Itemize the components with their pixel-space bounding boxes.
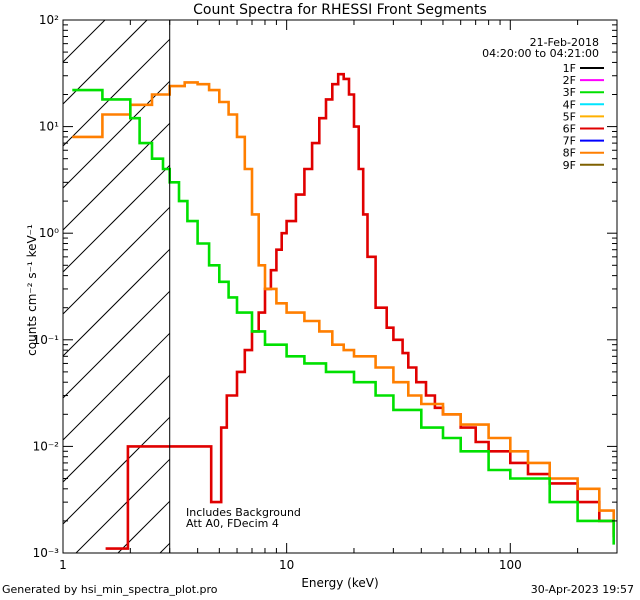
y-tick-label: 10⁻² (33, 439, 60, 453)
x-tick-label: 100 (499, 558, 522, 572)
x-axis-label: Energy (keV) (301, 576, 378, 590)
legend-label: 8F (563, 147, 576, 160)
hatch-line (159, 542, 171, 554)
y-tick-label: 10⁰ (39, 226, 59, 240)
legend-label: 2F (563, 74, 576, 87)
observation-time-range: 04:20:00 to 04:21:00 (482, 47, 599, 60)
legend-label: 4F (563, 98, 576, 111)
hatch-line (62, 206, 171, 315)
y-axis-label: counts cm⁻² s⁻¹ keV⁻¹ (25, 224, 39, 356)
hatch-line (62, 248, 171, 357)
hatch-line (62, 332, 171, 441)
series-8F-line (72, 81, 615, 535)
y-tick-label: 10⁻³ (33, 546, 60, 560)
footer-timestamp: 30-Apr-2023 19:57 (530, 583, 634, 596)
series-3F-line (72, 88, 615, 545)
series-layer (72, 72, 615, 550)
legend-label: 3F (563, 86, 576, 99)
chart-title: Count Spectra for RHESSI Front Segments (193, 2, 487, 18)
y-tick-label: 10⁻¹ (33, 333, 60, 347)
axis-tick-labels: 1 10 100 10⁻³ 10⁻² 10⁻¹ 10⁰ 10¹ 10² (33, 13, 522, 572)
hatch-line (62, 80, 171, 189)
footer-generated-by: Generated by hsi_min_spectra_plot.pro (2, 583, 218, 596)
x-tick-label: 10 (279, 558, 294, 572)
legend-label: 5F (563, 110, 576, 123)
hatch-line (75, 458, 171, 554)
legend-label: 1F (563, 62, 576, 75)
hatch-line (62, 122, 171, 231)
observation-date: 21-Feb-2018 (530, 36, 599, 49)
excluded-energy-region (62, 19, 171, 554)
hatch-line (62, 290, 171, 399)
hatch-line (62, 164, 171, 273)
legend-label: 9F (563, 159, 576, 172)
axis-ticks (62, 19, 618, 554)
hatch-line (62, 416, 171, 525)
annotation-background: Includes Background (186, 506, 301, 519)
plot-frame (62, 19, 618, 554)
legend-label: 6F (563, 123, 576, 136)
hatch-line (117, 500, 171, 554)
hatch-line (62, 19, 106, 63)
legend-label: 7F (563, 135, 576, 148)
series-6F-line (105, 72, 615, 550)
hatch-line (62, 374, 171, 483)
annotation-attenuator: Att A0, FDecim 4 (186, 517, 279, 530)
y-tick-label: 10² (39, 13, 59, 27)
x-tick-label: 1 (59, 558, 67, 572)
hatch-line (62, 38, 171, 147)
y-tick-label: 10¹ (39, 120, 59, 134)
